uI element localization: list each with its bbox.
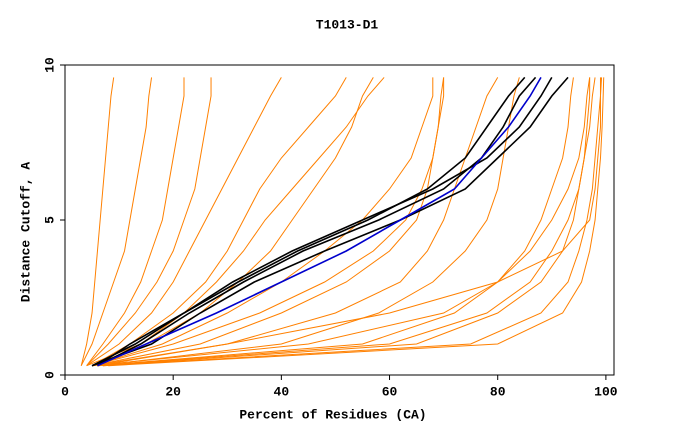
series-line (91, 77, 445, 367)
series-line (91, 77, 445, 367)
series-line (86, 77, 385, 367)
series-line (80, 77, 153, 366)
chart-title: T1013-D1 (316, 17, 379, 32)
series-line (91, 76, 526, 367)
series-line (97, 76, 542, 367)
series-line (97, 77, 596, 367)
x-tick-label: 100 (594, 384, 618, 399)
y-tick-label: 0 (42, 371, 57, 379)
series-line (91, 77, 603, 367)
x-tick-label: 80 (490, 384, 506, 399)
series-line (97, 77, 520, 367)
series-line (80, 77, 115, 366)
series-line (102, 77, 601, 367)
y-tick-label: 5 (42, 216, 57, 224)
y-axis-label: Distance Cutoff, A (18, 162, 33, 303)
series-line (97, 77, 574, 367)
series-line (91, 76, 569, 367)
x-tick-label: 20 (165, 384, 181, 399)
x-axis-label: Percent of Residues (CA) (239, 407, 426, 422)
series-line (86, 77, 282, 367)
plot-area (80, 76, 605, 367)
x-tick-label: 40 (274, 384, 290, 399)
series-line (86, 77, 185, 366)
y-tick-label: 10 (42, 57, 57, 73)
series-line (91, 77, 374, 367)
series-line (91, 77, 591, 367)
x-tick-label: 0 (61, 384, 69, 399)
series-line (97, 76, 537, 367)
series-line (97, 76, 553, 367)
series-line (102, 77, 591, 367)
series-line (108, 77, 605, 367)
series-line (91, 77, 347, 367)
x-tick-label: 60 (382, 384, 398, 399)
series-line (86, 77, 212, 367)
series-line (97, 77, 499, 367)
series-line (91, 77, 434, 367)
